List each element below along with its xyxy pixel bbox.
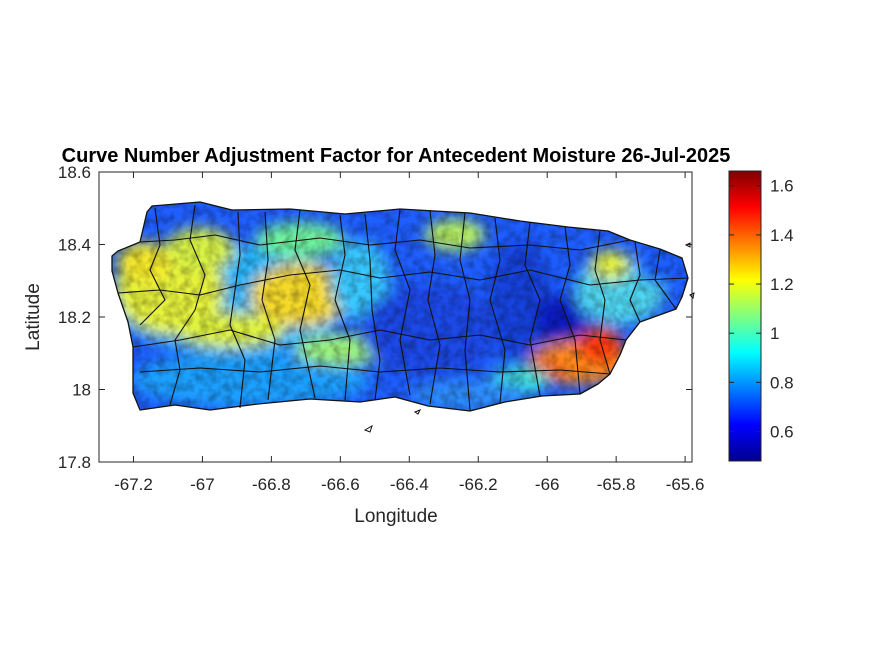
- colorbar-tick-label: 1.4: [770, 226, 794, 245]
- island-heatmap: [112, 202, 688, 411]
- x-tick-label: -66.2: [459, 475, 498, 494]
- y-tick-label: 18.2: [58, 308, 91, 327]
- colorbar-tick-label: 0.6: [770, 423, 794, 442]
- x-tick-label: -67.2: [114, 475, 153, 494]
- x-axis-ticks: -67.2 -67 -66.8 -66.6 -66.4 -66.2 -66 -65.8 -65.…: [114, 172, 704, 494]
- colorbar-tick-label: 1.2: [770, 275, 794, 294]
- colorbar-ticks: 0.6 0.8 1 1.2 1.4 1.6: [729, 177, 794, 442]
- x-tick-label: -66: [535, 475, 560, 494]
- y-axis-ticks: 17.8 18 18.2 18.4 18.6: [58, 163, 692, 472]
- x-axis-label: Longitude: [354, 506, 437, 527]
- x-tick-label: -66.4: [390, 475, 429, 494]
- chart-title: Curve Number Adjustment Factor for Antec…: [62, 145, 731, 167]
- colorbar-tick-label: 1.6: [770, 177, 794, 196]
- y-axis-label: Latitude: [23, 283, 44, 351]
- x-tick-label: -67: [190, 475, 215, 494]
- colorbar: [728, 170, 762, 462]
- x-tick-label: -66.6: [321, 475, 360, 494]
- x-tick-label: -66.8: [252, 475, 291, 494]
- municipality-boundaries: [111, 201, 689, 412]
- colorbar-tick-label: 0.8: [770, 373, 794, 392]
- y-tick-label: 18.4: [58, 236, 91, 255]
- y-tick-label: 18.6: [58, 163, 91, 182]
- colorbar-tick-label: 1: [770, 324, 779, 343]
- x-tick-label: -65.8: [597, 475, 636, 494]
- x-tick-label: -65.6: [666, 475, 705, 494]
- y-tick-label: 18: [72, 381, 91, 400]
- y-tick-label: 17.8: [58, 453, 91, 472]
